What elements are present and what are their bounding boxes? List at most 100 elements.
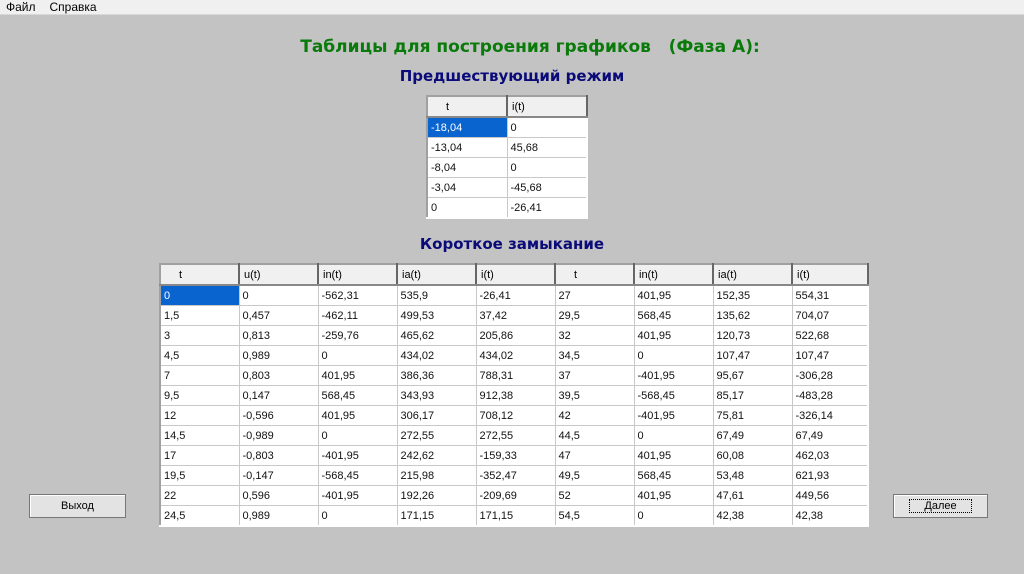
table-cell[interactable]: 42: [555, 405, 635, 426]
table-row[interactable]: 19,5 -0,147 -568,45 215,98 -352,47 49,5 568,45…: [160, 465, 869, 486]
table-cell[interactable]: 54,5: [555, 505, 635, 527]
table-cell[interactable]: 4,5: [160, 345, 240, 366]
table-cell[interactable]: 17: [160, 445, 240, 466]
table-cell[interactable]: 53,48: [713, 465, 793, 486]
table-cell[interactable]: 434,02: [397, 345, 477, 366]
table-cell[interactable]: 0: [160, 285, 240, 306]
table-cell[interactable]: 401,95: [318, 405, 398, 426]
table-cell[interactable]: 60,08: [713, 445, 793, 466]
table-cell[interactable]: 434,02: [476, 345, 556, 366]
table-cell[interactable]: -259,76: [318, 325, 398, 346]
table-cell[interactable]: 120,73: [713, 325, 793, 346]
column-header[interactable]: ia(t): [713, 264, 793, 286]
table-cell[interactable]: -483,28: [792, 385, 869, 406]
table-row[interactable]: -8,04 0: [427, 157, 588, 178]
table-cell[interactable]: 34,5: [555, 345, 635, 366]
column-header[interactable]: ia(t): [397, 264, 477, 286]
table-cell[interactable]: 0: [634, 345, 714, 366]
short-circuit-table[interactable]: t u(t) in(t) ia(t) i(t) t in(t) ia(t) i(t) 0 0 -562…: [159, 263, 869, 527]
table-cell[interactable]: 152,35: [713, 285, 793, 306]
table-cell[interactable]: 462,03: [792, 445, 869, 466]
table-cell[interactable]: -462,11: [318, 305, 398, 326]
table-cell[interactable]: 45,68: [507, 137, 588, 158]
column-header[interactable]: t: [427, 96, 508, 118]
table-row[interactable]: 0 0 -562,31 535,9 -26,41 27 401,95 152,35 554,31: [160, 285, 869, 306]
table-cell[interactable]: -45,68: [507, 177, 588, 198]
table-cell[interactable]: 272,55: [476, 425, 556, 446]
table-cell[interactable]: 3: [160, 325, 240, 346]
table-cell[interactable]: 535,9: [397, 285, 477, 306]
table-row[interactable]: 9,5 0,147 568,45 343,93 912,38 39,5 -568,45 85,…: [160, 385, 869, 406]
table-cell[interactable]: -18,04: [427, 117, 508, 138]
table-cell[interactable]: 0: [239, 285, 319, 306]
table-cell[interactable]: 49,5: [555, 465, 635, 486]
table-cell[interactable]: 0,989: [239, 345, 319, 366]
table-cell[interactable]: 42,38: [792, 505, 869, 527]
table-cell[interactable]: 32: [555, 325, 635, 346]
table-cell[interactable]: -159,33: [476, 445, 556, 466]
table-cell[interactable]: 171,15: [476, 505, 556, 527]
table-cell[interactable]: 0: [507, 117, 588, 138]
table-cell[interactable]: -3,04: [427, 177, 508, 198]
table-cell[interactable]: 1,5: [160, 305, 240, 326]
table-cell[interactable]: 522,68: [792, 325, 869, 346]
table-cell[interactable]: 401,95: [318, 365, 398, 386]
table-row[interactable]: -3,04 -45,68: [427, 177, 588, 198]
table-row[interactable]: 7 0,803 401,95 386,36 788,31 37 -401,95 95,67 -3…: [160, 365, 869, 386]
table-cell[interactable]: 107,47: [792, 345, 869, 366]
table-cell[interactable]: 0: [507, 157, 588, 178]
table-row[interactable]: 17 -0,803 -401,95 242,62 -159,33 47 401,95 60,0…: [160, 445, 869, 466]
table-cell[interactable]: 47: [555, 445, 635, 466]
table-cell[interactable]: 0,596: [239, 485, 319, 506]
table-cell[interactable]: -326,14: [792, 405, 869, 426]
table-cell[interactable]: 0,147: [239, 385, 319, 406]
table-cell[interactable]: 95,67: [713, 365, 793, 386]
table-cell[interactable]: 9,5: [160, 385, 240, 406]
table-cell[interactable]: 306,17: [397, 405, 477, 426]
table-cell[interactable]: -401,95: [318, 445, 398, 466]
column-header[interactable]: t: [160, 264, 240, 286]
table-cell[interactable]: 205,86: [476, 325, 556, 346]
table-cell[interactable]: 44,5: [555, 425, 635, 446]
table-cell[interactable]: 704,07: [792, 305, 869, 326]
table-cell[interactable]: 29,5: [555, 305, 635, 326]
table-cell[interactable]: 912,38: [476, 385, 556, 406]
table-cell[interactable]: 568,45: [318, 385, 398, 406]
table-cell[interactable]: 47,61: [713, 485, 793, 506]
next-button[interactable]: Далее: [893, 494, 988, 518]
table-cell[interactable]: 107,47: [713, 345, 793, 366]
column-header[interactable]: i(t): [507, 96, 588, 118]
table-cell[interactable]: -401,95: [634, 365, 714, 386]
table-cell[interactable]: -0,989: [239, 425, 319, 446]
table-cell[interactable]: 499,53: [397, 305, 477, 326]
table-cell[interactable]: 27: [555, 285, 635, 306]
table-cell[interactable]: 171,15: [397, 505, 477, 527]
table-cell[interactable]: 708,12: [476, 405, 556, 426]
column-header[interactable]: i(t): [476, 264, 556, 286]
table-cell[interactable]: -0,803: [239, 445, 319, 466]
table-cell[interactable]: -13,04: [427, 137, 508, 158]
table-cell[interactable]: -26,41: [507, 197, 588, 219]
table-row[interactable]: -13,04 45,68: [427, 137, 588, 158]
table-cell[interactable]: 272,55: [397, 425, 477, 446]
column-header[interactable]: t: [555, 264, 635, 286]
table-row[interactable]: 4,5 0,989 0 434,02 434,02 34,5 0 107,47 107,47: [160, 345, 869, 366]
table-cell[interactable]: 401,95: [634, 485, 714, 506]
table-cell[interactable]: 568,45: [634, 465, 714, 486]
table-cell[interactable]: 19,5: [160, 465, 240, 486]
table-cell[interactable]: -352,47: [476, 465, 556, 486]
table-cell[interactable]: 7: [160, 365, 240, 386]
table-row[interactable]: 3 0,813 -259,76 465,62 205,86 32 401,95 120,73 5…: [160, 325, 869, 346]
table-cell[interactable]: -401,95: [634, 405, 714, 426]
table-cell[interactable]: 22: [160, 485, 240, 506]
table-cell[interactable]: 401,95: [634, 445, 714, 466]
table-cell[interactable]: 0,803: [239, 365, 319, 386]
table-row[interactable]: 12 -0,596 401,95 306,17 708,12 42 -401,95 75,81…: [160, 405, 869, 426]
table-cell[interactable]: 67,49: [792, 425, 869, 446]
table-cell[interactable]: 14,5: [160, 425, 240, 446]
table-row[interactable]: 1,5 0,457 -462,11 499,53 37,42 29,5 568,45 135,…: [160, 305, 869, 326]
table-cell[interactable]: 0: [634, 425, 714, 446]
table-cell[interactable]: 0: [318, 345, 398, 366]
table-cell[interactable]: 24,5: [160, 505, 240, 527]
table-cell[interactable]: 135,62: [713, 305, 793, 326]
